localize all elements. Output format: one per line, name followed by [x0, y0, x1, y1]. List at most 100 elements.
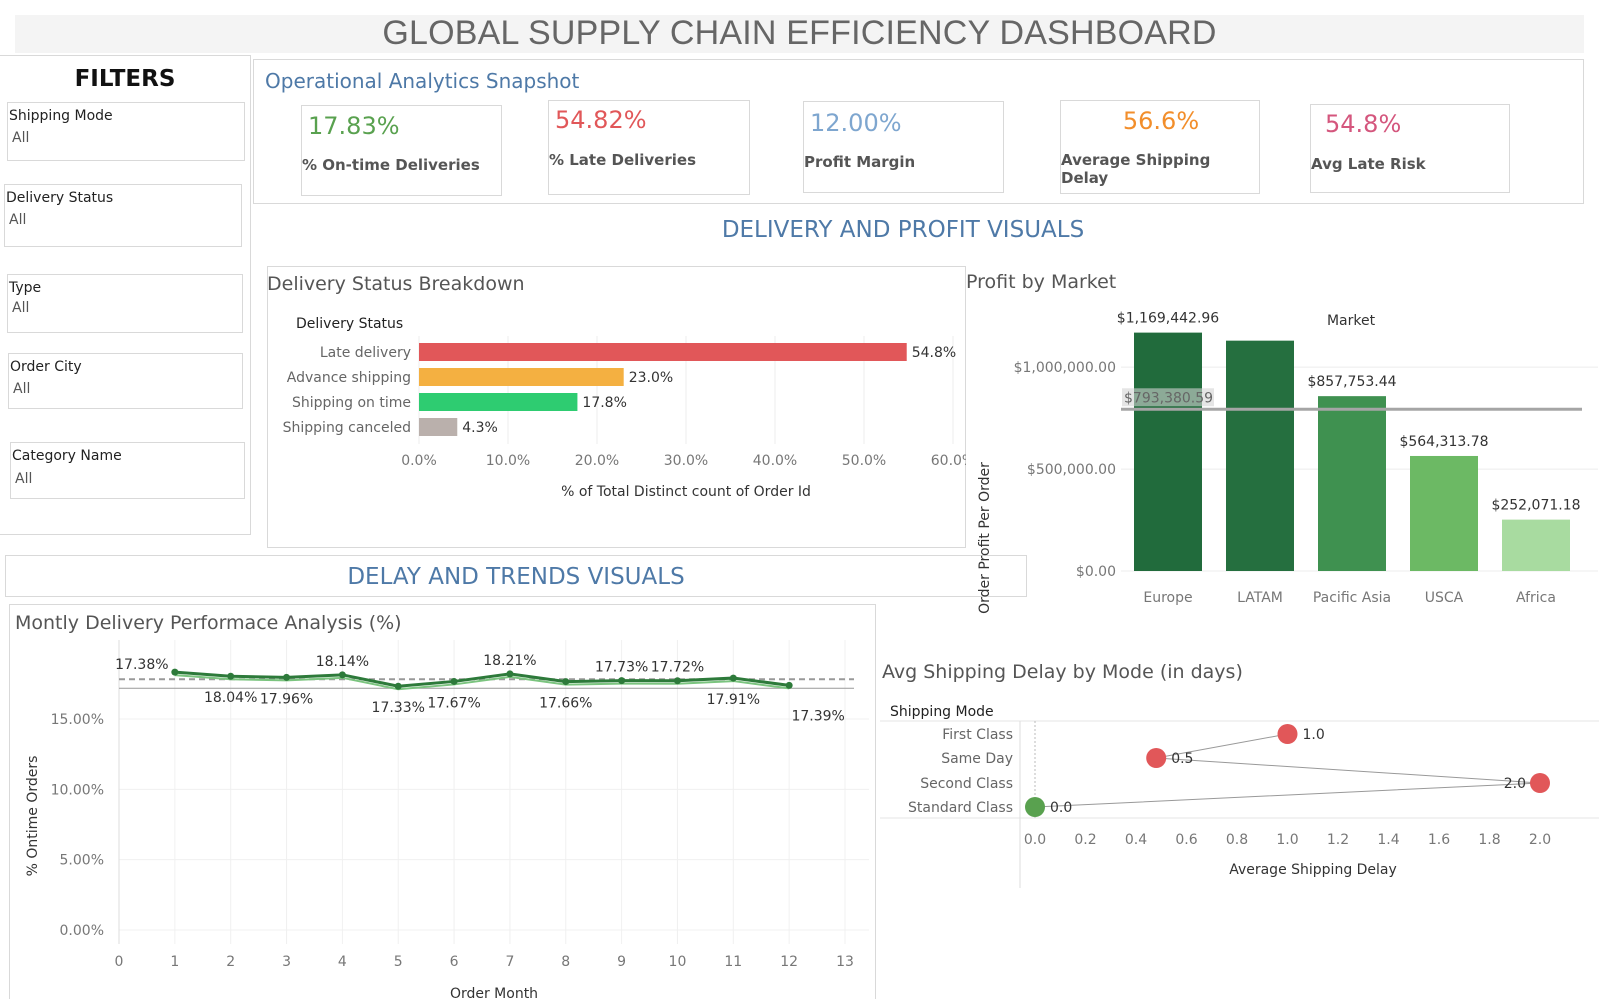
data-point — [1025, 797, 1045, 817]
x-tick-label: 2.0 — [1529, 832, 1551, 848]
value-label: 0.0 — [1050, 800, 1072, 816]
snapshot-title: Operational Analytics Snapshot — [265, 69, 580, 93]
category-label: USCA — [1425, 590, 1464, 606]
section-title-delay-trends: DELAY AND TRENDS VISUALS — [347, 564, 685, 590]
kpi-card-profit-margin: 12.00% Profit Margin — [803, 101, 1004, 193]
bar — [1502, 519, 1570, 571]
title-band — [15, 15, 1584, 53]
point-label: 17.67% — [427, 695, 480, 711]
category-label: Advance shipping — [287, 370, 411, 386]
point-label: 17.96% — [260, 691, 313, 707]
x-tick-label: 8 — [561, 954, 570, 970]
category-label: First Class — [942, 727, 1013, 743]
value-label: $252,071.18 — [1491, 498, 1580, 514]
x-tick-label: 1.2 — [1327, 832, 1349, 848]
monthly-delivery-chart: Montly Delivery Performace Analysis (%) 0… — [15, 612, 869, 999]
kpi-value: 54.8% — [1325, 110, 1402, 138]
delivery-profit-section — [253, 204, 1584, 205]
x-axis-title: Average Shipping Delay — [1229, 862, 1397, 878]
monthly-delivery-panel — [9, 604, 876, 999]
kpi-value: 17.83% — [308, 112, 400, 140]
delivery-status-chart: Delivery Status Breakdown Delivery Status… — [267, 273, 966, 500]
value-label: $564,313.78 — [1399, 434, 1488, 450]
y-tick-label: $1,000,000.00 — [1014, 360, 1116, 376]
data-point — [450, 677, 458, 685]
filter-value[interactable]: All — [9, 212, 27, 228]
x-tick-label: 6 — [450, 954, 459, 970]
bar — [1318, 396, 1386, 571]
filter-shipping-mode[interactable]: Shipping Mode All — [7, 102, 245, 161]
filter-order-city[interactable]: Order City All — [8, 353, 243, 409]
value-label: $1,169,442.96 — [1117, 311, 1220, 327]
data-point — [1530, 773, 1550, 793]
filter-label: Delivery Status — [6, 190, 114, 206]
x-tick-label: 0 — [115, 954, 124, 970]
series-line-2 — [174, 674, 790, 691]
x-tick-label: 0.6 — [1175, 832, 1197, 848]
bar — [1134, 332, 1202, 571]
x-axis-title: Order Month — [450, 986, 538, 999]
y-tick-label: 15.00% — [51, 712, 104, 728]
x-tick-label: 1.6 — [1428, 832, 1450, 848]
kpi-card-late-risk: 54.8% Avg Late Risk — [1310, 104, 1510, 193]
data-point — [506, 670, 514, 678]
filter-value[interactable]: All — [15, 471, 33, 487]
category-label: Europe — [1143, 590, 1192, 606]
x-tick-label: 60.0% — [931, 453, 966, 469]
x-tick-label: 30.0% — [664, 453, 708, 469]
column-header: Market — [1327, 313, 1376, 329]
x-tick-label: 1 — [170, 954, 179, 970]
x-tick-label: 10 — [669, 954, 687, 970]
x-tick-label: 0.8 — [1226, 832, 1248, 848]
delivery-status-panel — [267, 266, 966, 548]
category-label: Same Day — [941, 751, 1013, 767]
shipping-delay-chart: Avg Shipping Delay by Mode (in days) Ship… — [880, 661, 1599, 888]
x-tick-label: 3 — [282, 954, 291, 970]
x-axis-title: % of Total Distinct count of Order Id — [561, 484, 811, 500]
x-tick-label: 0.4 — [1125, 832, 1147, 848]
x-tick-label: 0.0 — [1024, 832, 1046, 848]
bar — [419, 368, 624, 386]
value-label: $857,753.44 — [1307, 374, 1396, 390]
category-label: Shipping on time — [292, 395, 411, 411]
data-point — [171, 668, 179, 676]
category-header: Delivery Status — [296, 316, 403, 332]
dashboard-title: GLOBAL SUPPLY CHAIN EFFICIENCY DASHBOARD — [382, 14, 1217, 52]
chart-title: Avg Shipping Delay by Mode (in days) — [882, 661, 1243, 683]
filter-delivery-status[interactable]: Delivery Status All — [4, 184, 242, 247]
filter-value[interactable]: All — [13, 381, 31, 397]
filter-value[interactable]: All — [12, 130, 30, 146]
kpi-value: 12.00% — [810, 109, 902, 137]
data-point — [283, 673, 291, 681]
x-tick-label: 0.2 — [1074, 832, 1096, 848]
point-label: 18.04% — [204, 690, 257, 706]
category-label: Pacific Asia — [1313, 590, 1391, 606]
bar — [1226, 340, 1294, 571]
x-tick-label: 5 — [394, 954, 403, 970]
y-axis-title: Order Profit Per Order — [977, 462, 993, 614]
category-header: Shipping Mode — [890, 704, 994, 720]
chart-title: Montly Delivery Performace Analysis (%) — [15, 612, 402, 634]
filter-label: Shipping Mode — [9, 108, 113, 124]
point-label: 17.39% — [791, 708, 844, 724]
reference-label: $793,380.59 — [1124, 390, 1213, 406]
bar — [419, 393, 578, 411]
filter-type[interactable]: Type All — [7, 274, 243, 333]
x-tick-label: 12 — [780, 954, 798, 970]
x-tick-label: 1.4 — [1377, 832, 1399, 848]
filter-category-name[interactable]: Category Name All — [10, 442, 245, 499]
kpi-value: 54.82% — [555, 106, 647, 134]
x-tick-label: 4 — [338, 954, 347, 970]
kpi-card-shipping-delay: 56.6% Average Shipping Delay — [1060, 100, 1260, 194]
filter-label: Type — [9, 280, 42, 296]
x-tick-label: 13 — [836, 954, 854, 970]
bar — [419, 343, 907, 361]
data-point — [673, 677, 681, 685]
filter-value[interactable]: All — [12, 300, 30, 316]
x-tick-label: 20.0% — [575, 453, 619, 469]
point-label: 17.66% — [539, 696, 592, 712]
point-label: 17.33% — [372, 700, 425, 716]
y-tick-label: $0.00 — [1076, 564, 1116, 580]
data-point — [1277, 724, 1298, 744]
point-label: 17.38% — [115, 657, 168, 673]
